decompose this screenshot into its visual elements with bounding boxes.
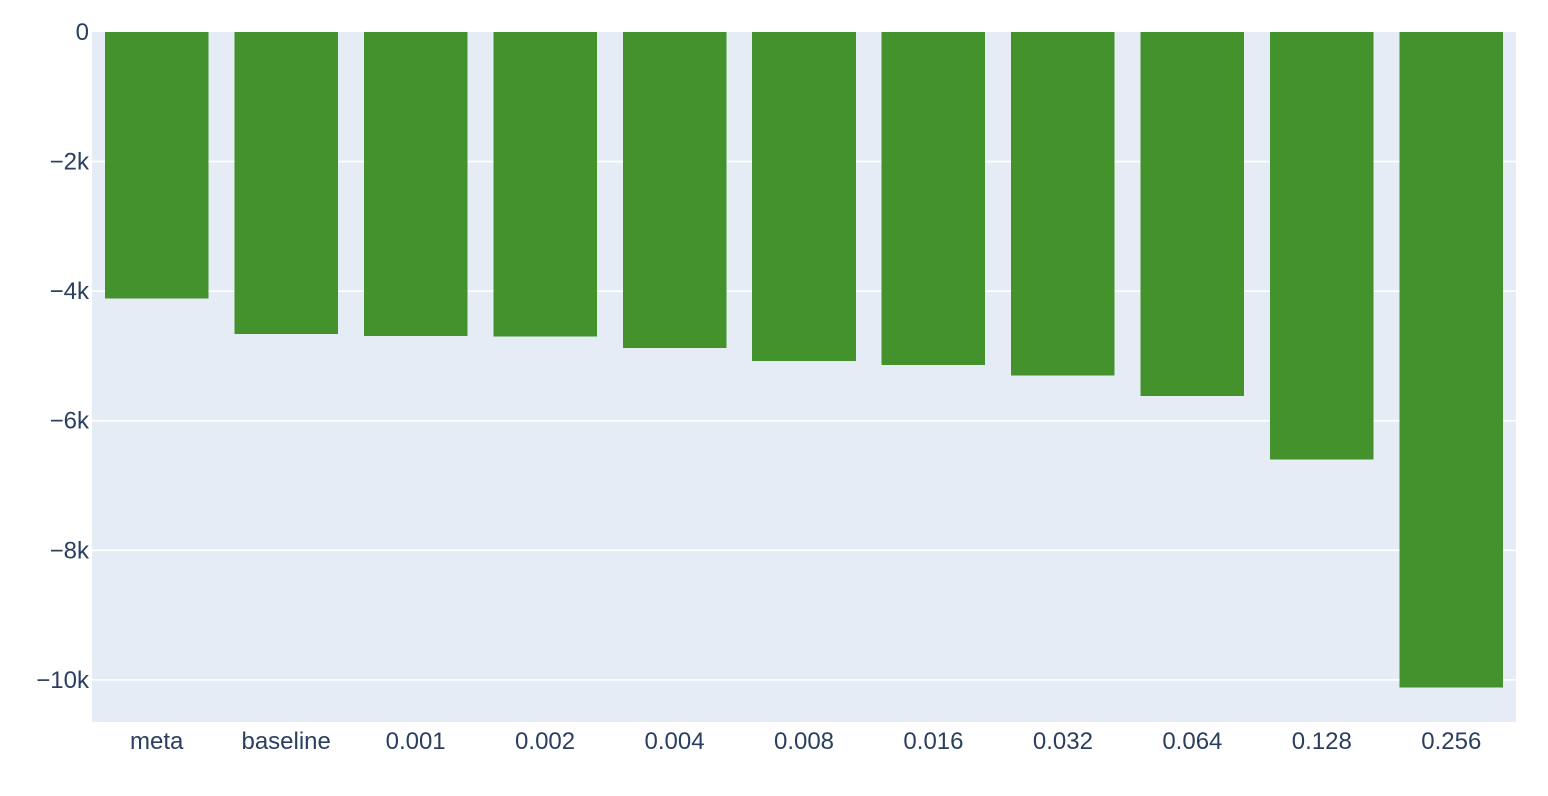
bar-0.008 <box>752 32 856 362</box>
x-tick-label: 0.002 <box>515 728 575 755</box>
bar-0.004 <box>622 32 727 349</box>
x-tick-label: 0.008 <box>774 728 834 755</box>
bars <box>104 32 1504 688</box>
bar-baseline <box>234 32 338 334</box>
x-tick-label: 0.032 <box>1033 728 1093 755</box>
x-axis-tick-labels: meta baseline 0.001 0.002 0.004 0.008 0.016 0.0… <box>130 728 1481 755</box>
x-tick-label: 0.256 <box>1421 728 1481 755</box>
bar-0.128 <box>1270 32 1374 460</box>
bar-0.001 <box>363 32 468 336</box>
bar-0.002 <box>493 32 597 337</box>
x-tick-label: 0.016 <box>903 728 963 755</box>
x-tick-label: 0.004 <box>645 728 705 755</box>
bar-0.032 <box>1011 32 1115 376</box>
x-tick-label: 0.064 <box>1162 728 1222 755</box>
bar-0.256 <box>1399 32 1504 688</box>
bar-0.064 <box>1140 32 1245 397</box>
y-axis-tick-labels: 0 −2k −4k −6k −8k −10k <box>36 19 90 694</box>
y-tick-label: −2k <box>50 149 90 176</box>
y-tick-label: −10k <box>36 667 90 694</box>
y-tick-label: −6k <box>50 408 90 435</box>
x-tick-label: 0.128 <box>1292 728 1352 755</box>
x-tick-label: meta <box>130 728 184 755</box>
y-tick-label: −8k <box>50 537 90 564</box>
y-tick-label: 0 <box>76 19 89 46</box>
y-tick-label: −4k <box>50 278 90 305</box>
x-tick-label: 0.001 <box>386 728 446 755</box>
bar-0.016 <box>881 32 986 366</box>
bar-meta <box>104 32 209 299</box>
x-tick-label: baseline <box>241 728 330 755</box>
